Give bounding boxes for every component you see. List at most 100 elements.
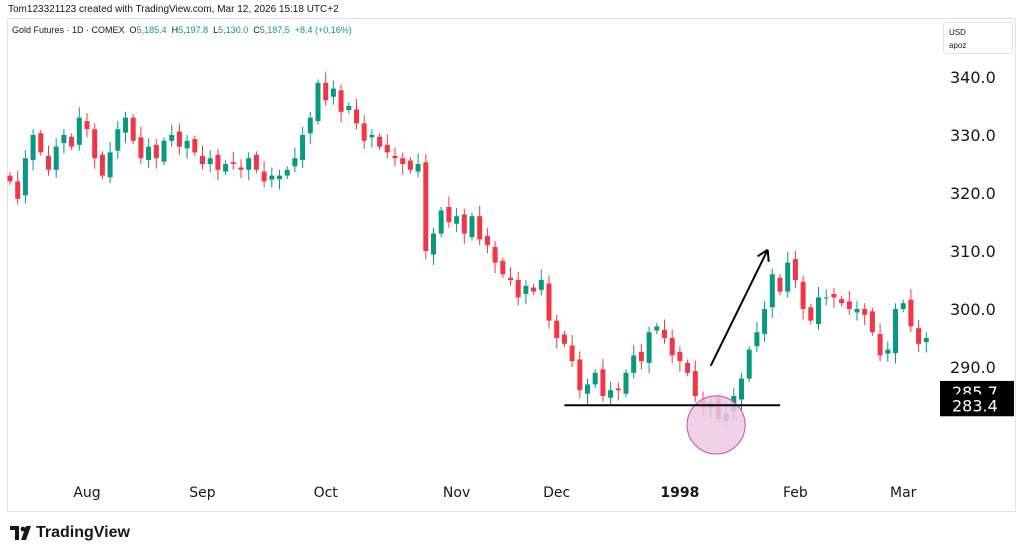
candle-body [69,136,75,147]
candle-body [300,135,306,160]
candle-body [677,351,683,362]
candle-body [785,262,791,292]
candle-body [808,307,814,321]
candle-body [84,121,90,130]
author-credit: Tom123321123 created with TradingView.co… [8,4,339,15]
candle-body [877,333,883,356]
candle-body [315,82,321,122]
candle-body [484,235,490,246]
candle-body [492,246,498,263]
candle-body [15,181,21,199]
candle-body [330,88,336,97]
tradingview-logo-icon [10,526,31,540]
candle-body [546,283,552,321]
candle-body [161,140,167,162]
highlight-circle [686,395,746,455]
candle-body [662,329,667,338]
currency-selector[interactable]: USD apoz [943,22,1013,54]
candle-body [623,372,629,394]
y-tick-label: 310.0 [950,242,996,261]
candle-body [685,362,691,373]
candle-body [846,301,852,309]
candle-body [900,303,906,309]
candle-body [431,233,436,255]
candle-body [138,137,144,159]
candle-body [369,135,375,138]
candle-body [223,164,229,172]
candle-body [30,135,36,160]
price-label: 283.4 [952,396,998,415]
candle-body [400,158,406,164]
candle-body [146,146,152,160]
candle-body [508,277,513,280]
candle-body [115,129,121,151]
candle-body [7,175,13,182]
candle-body [323,82,329,101]
candle-body [253,154,259,170]
candle-body [762,309,768,334]
candle-body [523,285,529,294]
candle-body [461,214,467,234]
candle-body [354,109,359,124]
candle-body [869,311,875,333]
candle-body [469,216,475,238]
close-value: 5,187.5 [259,25,290,35]
candle-body [592,372,598,385]
y-tick-label: 300.0 [950,300,996,319]
y-tick-label: 330.0 [950,126,996,145]
high-value: 5,197.8 [178,25,209,35]
candle-body [107,152,113,178]
candle-body [477,216,483,240]
candle-body [423,162,429,251]
candle-body [46,155,51,170]
candle-body [22,158,28,196]
candle-body [754,332,760,347]
arrow-head [766,249,770,262]
open-value: 5,185.4 [136,25,167,35]
tradingview-logo: TradingView [10,524,130,542]
candle-body [53,146,59,170]
candle-body [615,388,621,391]
y-tick-label: 340.0 [950,68,996,87]
candle-body [692,371,698,396]
candle-body [215,154,221,170]
candle-body [531,287,537,292]
x-tick-label: Dec [543,485,570,501]
x-tick-label: Mar [890,485,917,501]
trend-arrow [709,249,769,367]
candle-body [454,216,460,224]
candle-body [230,162,236,164]
candle-body [600,369,606,396]
candle-body [739,378,744,400]
price-label-box [940,394,1014,417]
arrow-head [757,248,769,258]
candle-body [338,90,344,112]
y-tick-label: 320.0 [950,184,996,203]
candle-body [61,135,67,144]
candle-body [816,297,821,325]
low-label: L [213,25,219,35]
candle-body [515,280,521,298]
x-tick-label: Aug [73,485,100,501]
logo-text: TradingView [36,524,130,541]
open-label: O [129,25,137,35]
candle-body [246,158,252,170]
candle-body [885,349,891,354]
candle-body [169,135,175,141]
currency-sub: apoz [949,41,967,50]
candle-body [76,117,82,145]
candle-body [862,309,868,315]
candle-body [561,334,567,344]
x-tick-label: Feb [783,485,808,501]
candle-body [284,169,290,176]
low-value: 5,130.0 [218,25,249,35]
candle-body [746,349,752,379]
x-tick-label: 1998 [660,485,699,501]
candle-body [392,155,398,159]
candle-body [631,355,637,373]
candle-body [292,158,298,167]
candle-body [585,384,590,394]
candle-body [839,299,845,304]
candle-body [184,140,190,149]
